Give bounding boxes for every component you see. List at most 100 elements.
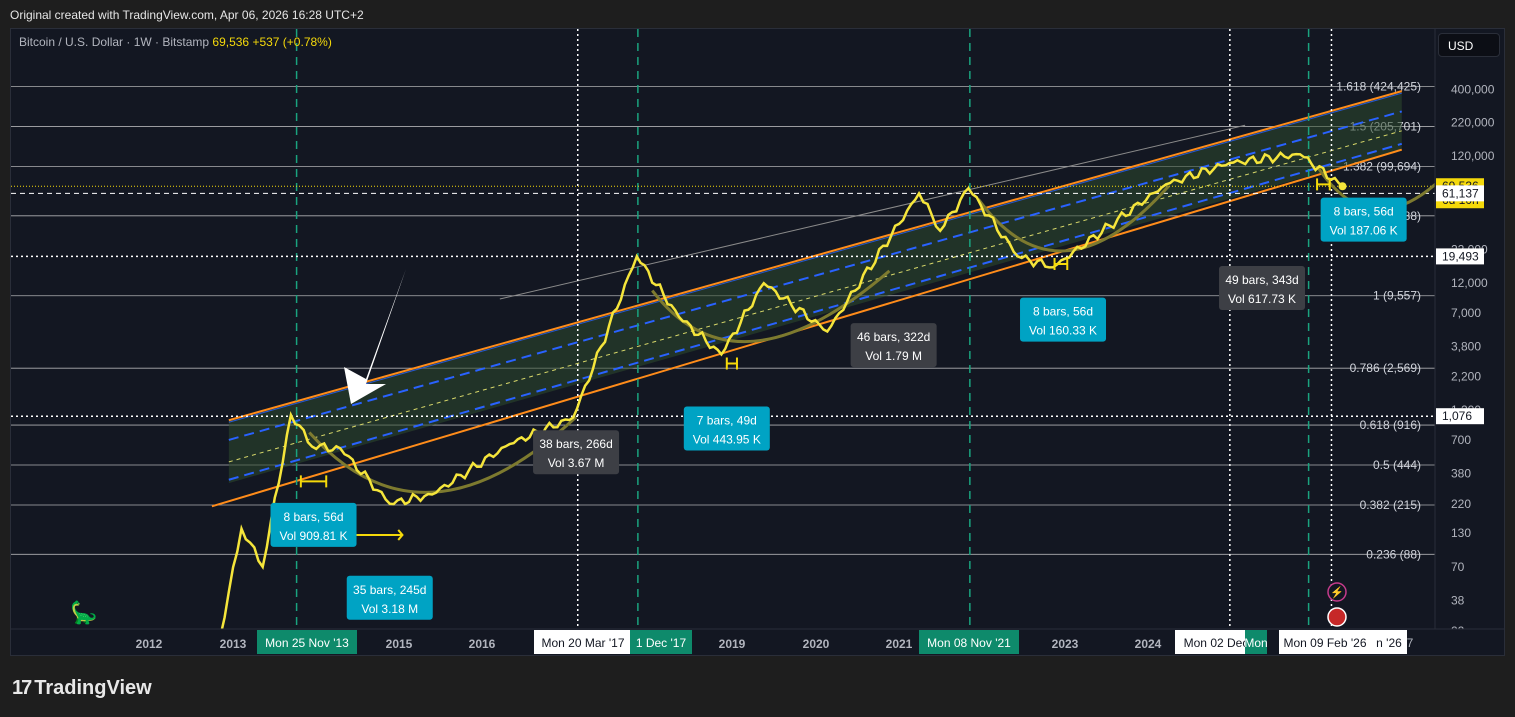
x-tick-label: 2016 xyxy=(469,637,496,651)
measure-label-volume: Vol 3.67 M xyxy=(548,456,605,470)
x-highlight-label: Mon 20 Mar '17 xyxy=(542,636,625,650)
tradingview-logo[interactable]: 17 TradingView xyxy=(12,677,152,699)
trend-line xyxy=(499,124,1246,300)
y-tick-label: 3,800 xyxy=(1451,340,1481,354)
measure-bracket xyxy=(1053,257,1069,270)
fib-label: 0.5 (444) xyxy=(1373,458,1421,472)
currency-button[interactable]: USD xyxy=(1438,33,1500,57)
measure-label-box xyxy=(1219,265,1306,310)
dino-icon[interactable]: 🦕 xyxy=(70,600,98,625)
price-change: +537 (+0.78%) xyxy=(252,35,332,49)
symbol-title: Bitcoin / U.S. Dollar · 1W · Bitstamp xyxy=(19,35,210,49)
measure-label-bars: 8 bars, 56d xyxy=(1334,205,1394,219)
measure-label-volume: Vol 443.95 K xyxy=(693,433,761,447)
x-highlight-label: Mon xyxy=(1244,636,1267,650)
y-tick-label: 120,000 xyxy=(1451,149,1495,163)
chart-panel[interactable]: 1.618 (424,425)1.5 (205,701)1.382 (99,69… xyxy=(10,28,1505,656)
price-tag-text: 1,076 xyxy=(1442,409,1472,423)
x-highlight-label: 7 xyxy=(1407,636,1414,650)
x-highlight-label: 1 Dec '17 xyxy=(636,636,687,650)
y-tick-label: 220 xyxy=(1451,497,1471,511)
x-highlight-label-box xyxy=(534,630,632,654)
price-tag-text: 19,493 xyxy=(1442,249,1479,263)
measure-label-box xyxy=(1020,297,1107,342)
measure-label-box xyxy=(346,575,433,620)
fib-label: 0.786 (2,569) xyxy=(1350,361,1421,375)
measure-label-box xyxy=(270,502,357,547)
y-tick-label: 38 xyxy=(1451,594,1465,608)
fib-label: 0.618 (916) xyxy=(1360,418,1421,432)
x-tick-label: 2020 xyxy=(803,637,830,651)
channel-blue-dash-2 xyxy=(228,142,1403,481)
last-price: 69,536 xyxy=(212,35,250,49)
measure-label-bars: 7 bars, 49d xyxy=(697,414,757,428)
measure-label-bars: 8 bars, 56d xyxy=(1033,305,1093,319)
fib-label: 1 (9,557) xyxy=(1373,289,1421,303)
y-tick-label: 700 xyxy=(1451,433,1471,447)
channel-lower-line xyxy=(211,148,1403,508)
x-tick-label: 2015 xyxy=(386,637,413,651)
price-tag-text: 61,137 xyxy=(1442,186,1479,200)
measure-label-bars: 46 bars, 322d xyxy=(857,330,930,344)
y-tick-label: 2,200 xyxy=(1451,370,1481,384)
x-highlight-label-box xyxy=(1371,630,1407,654)
measure-label-volume: Vol 3.18 M xyxy=(361,602,418,616)
measure-label-bars: 8 bars, 56d xyxy=(284,510,344,524)
x-highlight-label: Mon 02 Dec xyxy=(1184,636,1249,650)
x-highlight-label-box xyxy=(630,630,692,654)
fib-label: 1.382 (99,694) xyxy=(1343,159,1421,173)
price-axis-bg xyxy=(1435,29,1504,655)
symbol-legend[interactable]: Bitcoin / U.S. Dollar · 1W · Bitstamp 69… xyxy=(19,35,332,49)
us-flag-icon xyxy=(1327,607,1347,627)
x-tick-label: 2012 xyxy=(136,637,163,651)
measure-label-volume: Vol 187.06 K xyxy=(1330,224,1398,238)
pointer-arrow xyxy=(344,269,406,404)
cycle-arc xyxy=(651,269,891,344)
fib-label: 0.382 (215) xyxy=(1360,498,1421,512)
channel-blue-dash-1 xyxy=(228,110,1403,441)
y-tick-label: 130 xyxy=(1451,526,1471,540)
x-tick-label: 2023 xyxy=(1052,637,1079,651)
fib-label: 0.236 (88) xyxy=(1366,547,1421,561)
x-tick-label: 2021 xyxy=(886,637,913,651)
channel-mid-dash xyxy=(228,130,1402,463)
y-tick-label: 380 xyxy=(1451,467,1471,481)
cycle-arc xyxy=(977,184,1170,253)
measure-label-box xyxy=(533,430,620,475)
measure-label-volume: Vol 909.81 K xyxy=(280,529,348,543)
channel-fill xyxy=(228,91,1402,484)
measure-bracket xyxy=(299,475,328,488)
last-price-dot xyxy=(1338,182,1347,191)
price-tag xyxy=(1436,185,1484,202)
price-chart-svg[interactable]: 1.618 (424,425)1.5 (205,701)1.382 (99,69… xyxy=(11,29,1505,656)
channel-upper-blue xyxy=(228,92,1402,423)
x-tick-label: 2024 xyxy=(1135,637,1162,651)
x-tick-label: 2013 xyxy=(220,637,247,651)
measure-label-volume: Vol 1.79 M xyxy=(865,349,922,363)
x-highlight-label-box xyxy=(1279,630,1371,654)
measure-label-bars: 35 bars, 245d xyxy=(353,583,426,597)
x-highlight-label: Mon 25 Nov '13 xyxy=(265,636,349,650)
measure-bracket xyxy=(725,357,738,370)
x-highlight-label: Mon 08 Nov '21 xyxy=(927,636,1011,650)
x-highlight-label: Mon 09 Feb '26 xyxy=(1283,636,1366,650)
x-highlight-label-box xyxy=(257,630,357,654)
y-tick-label: 12,000 xyxy=(1451,276,1488,290)
x-highlight-label-box xyxy=(1245,630,1267,654)
x-highlight-label: n '26 xyxy=(1376,636,1402,650)
measure-label-box xyxy=(1320,197,1407,242)
y-tick-label: 220,000 xyxy=(1451,116,1495,130)
measure-bracket xyxy=(1316,178,1331,191)
measure-label-volume: Vol 617.73 K xyxy=(1228,292,1296,306)
lightning-glyph: ⚡ xyxy=(1330,586,1344,599)
y-tick-label: 7,000 xyxy=(1451,306,1481,320)
x-highlight-label-box xyxy=(919,630,1019,654)
price-series-line xyxy=(219,151,1344,637)
y-tick-label: 400,000 xyxy=(1451,83,1495,97)
measure-label-volume: Vol 160.33 K xyxy=(1029,324,1097,338)
measure-label-box xyxy=(850,323,937,368)
measure-label-bars: 49 bars, 343d xyxy=(1225,273,1298,287)
created-with-note: Original created with TradingView.com, A… xyxy=(10,8,364,22)
measure-label-box xyxy=(683,406,770,451)
x-highlight-label-box xyxy=(1175,630,1257,654)
